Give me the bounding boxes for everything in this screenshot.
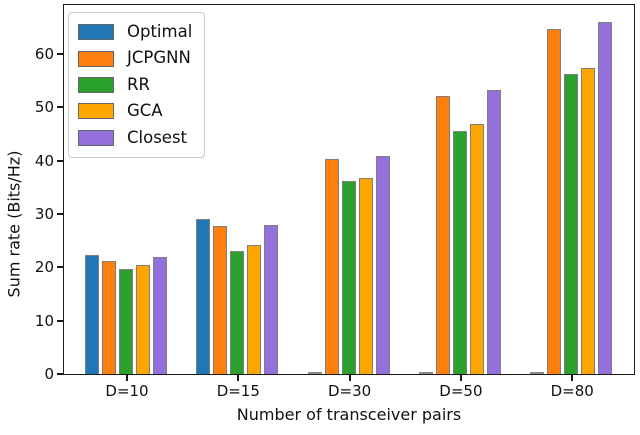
legend-item-rr: RR — [78, 72, 192, 98]
bar-gca-d=10 — [136, 265, 150, 374]
bar-closest-d=80 — [598, 22, 613, 374]
y-tick-mark-60 — [57, 53, 63, 55]
legend-swatch-closest — [78, 129, 114, 146]
bar-closest-d=50 — [486, 90, 501, 374]
legend-item-jcpgnn: JCPGNN — [78, 45, 192, 71]
legend-label-gca: GCA — [127, 101, 163, 121]
x-tick-mark-d=30 — [348, 375, 351, 381]
x-tick-mark-d=15 — [237, 375, 240, 381]
x-tick-mark-d=10 — [126, 375, 128, 381]
legend-label-optimal: Optimal — [127, 21, 193, 41]
legend-swatch-optimal — [78, 24, 114, 41]
legend-swatch-rr — [78, 76, 114, 93]
x-tick-mark-d=50 — [459, 375, 462, 381]
y-tick-label-10: 10 — [34, 311, 54, 330]
y-tick-label-30: 30 — [34, 205, 54, 223]
y-tick-mark-40 — [57, 159, 63, 162]
y-tick-label-20: 20 — [34, 258, 54, 277]
y-tick-mark-0 — [57, 373, 63, 375]
y-tick-mark-50 — [57, 106, 63, 109]
bar-gca-d=15 — [247, 245, 262, 374]
y-tick-label-40: 40 — [34, 151, 54, 170]
bar-rr-d=10 — [119, 269, 133, 374]
legend-label-jcpgnn: JCPGNN — [127, 48, 191, 68]
bar-rr-d=80 — [564, 74, 579, 374]
legend-item-gca: GCA — [78, 98, 192, 124]
x-tick-label-d=50: D=50 — [439, 382, 483, 400]
y-tick-mark-30 — [57, 213, 63, 215]
y-tick-mark-20 — [57, 266, 63, 269]
x-axis-title: Number of transceiver pairs — [236, 405, 462, 424]
bar-optimal-d=50 — [418, 372, 433, 374]
x-tick-label-d=10: D=10 — [105, 382, 149, 400]
bar-optimal-d=15 — [196, 218, 211, 374]
legend: Optimal JCPGNN RR GCA Closest — [68, 12, 206, 158]
y-axis-title: Sum rate (Bits/Hz) — [4, 150, 24, 298]
y-tick-label-0: 0 — [44, 365, 54, 383]
bar-jcpgnn-d=50 — [435, 96, 450, 374]
bar-optimal-d=80 — [530, 372, 545, 374]
legend-label-rr: RR — [127, 74, 150, 94]
legend-item-optimal: Optimal — [78, 19, 192, 45]
bar-rr-d=30 — [341, 180, 356, 374]
bar-optimal-d=10 — [85, 255, 99, 374]
legend-label-closest: Closest — [127, 127, 188, 147]
bar-optimal-d=30 — [307, 372, 322, 374]
y-tick-label-50: 50 — [34, 98, 54, 117]
bar-gca-d=80 — [581, 67, 596, 374]
bar-jcpgnn-d=30 — [324, 158, 339, 374]
bar-closest-d=30 — [375, 155, 390, 374]
legend-swatch-jcpgnn — [78, 50, 114, 67]
x-tick-label-d=30: D=30 — [327, 382, 372, 400]
bar-jcpgnn-d=15 — [213, 226, 228, 374]
y-tick-label-60: 60 — [34, 45, 54, 63]
x-tick-mark-d=80 — [571, 375, 574, 381]
bar-gca-d=50 — [469, 124, 484, 374]
bar-rr-d=50 — [452, 130, 467, 374]
bar-jcpgnn-d=10 — [102, 260, 116, 374]
plot-area — [63, 4, 635, 375]
bar-rr-d=15 — [230, 250, 245, 374]
bar-closest-d=10 — [153, 257, 167, 374]
x-tick-label-d=80: D=80 — [550, 382, 594, 400]
bar-closest-d=15 — [264, 224, 279, 374]
bar-jcpgnn-d=80 — [547, 29, 562, 374]
y-tick-mark-10 — [57, 319, 63, 322]
legend-item-closest: Closest — [78, 125, 192, 151]
legend-swatch-gca — [78, 103, 114, 120]
bar-gca-d=30 — [358, 177, 373, 374]
x-tick-label-d=15: D=15 — [216, 382, 260, 400]
